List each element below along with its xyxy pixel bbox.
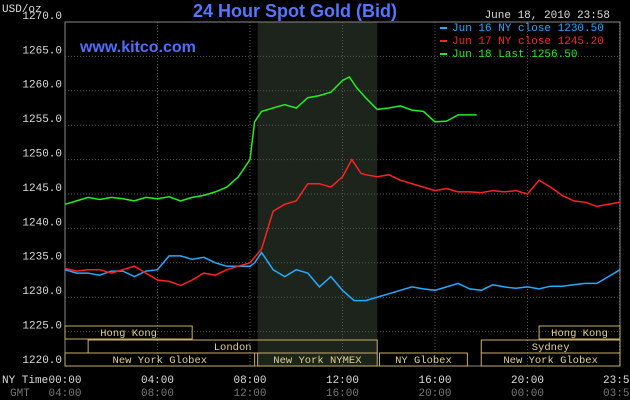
session-box bbox=[538, 325, 621, 340]
legend-label: Jun 16 NY close 1230.50 bbox=[452, 23, 604, 35]
x-tick-label: 04:00 bbox=[141, 375, 174, 387]
y-tick-label: 1245.0 bbox=[22, 183, 62, 195]
legend-label: Jun 17 NY close 1245.20 bbox=[452, 36, 604, 48]
chart-title: 24 Hour Spot Gold (Bid) bbox=[193, 1, 397, 21]
y-tick-label: 1265.0 bbox=[22, 45, 62, 57]
y-tick-label: 1240.0 bbox=[22, 217, 62, 229]
session-box bbox=[257, 352, 378, 367]
session-label: New York Globex bbox=[113, 355, 208, 367]
y-tick-label: 1225.0 bbox=[22, 321, 62, 333]
x2-tick-label: 16:00 bbox=[326, 388, 359, 400]
y-tick-label: 1270.0 bbox=[22, 11, 62, 23]
session-label: Hong Kong bbox=[100, 328, 157, 340]
site-label: www.kitco.com bbox=[79, 39, 196, 56]
x-tick-label: 08:00 bbox=[233, 375, 266, 387]
session-box bbox=[379, 352, 468, 367]
series-line bbox=[64, 76, 477, 206]
y-axis-label: USD/oz bbox=[2, 4, 42, 16]
y-tick-label: 1255.0 bbox=[22, 114, 62, 126]
x-tick-label: 20:00 bbox=[511, 375, 544, 387]
x2-tick-label: 03:59 bbox=[603, 388, 630, 400]
session-box bbox=[64, 325, 193, 340]
session-label: New York NYMEX bbox=[273, 355, 362, 367]
session-label: New York Globex bbox=[503, 355, 598, 367]
session-label: Hong Kong bbox=[551, 328, 608, 340]
x-tick-label: 23:59 bbox=[603, 375, 630, 387]
x2-tick-label: 04:00 bbox=[48, 388, 81, 400]
y-tick-label: 1250.0 bbox=[22, 149, 62, 161]
x-tick-label: 12:00 bbox=[326, 375, 359, 387]
x-axis-label: NY Time bbox=[2, 375, 48, 387]
x2-tick-label: 00:00 bbox=[511, 388, 544, 400]
y-tick-label: 1260.0 bbox=[22, 80, 62, 92]
series-line bbox=[64, 158, 621, 287]
session-label: NY Globex bbox=[395, 355, 452, 367]
y-tick-label: 1220.0 bbox=[22, 355, 62, 367]
x2-tick-label: 20:00 bbox=[418, 388, 451, 400]
x2-axis-label: GMT bbox=[10, 388, 30, 400]
y-tick-label: 1230.0 bbox=[22, 286, 62, 298]
y-tick-label: 1235.0 bbox=[22, 252, 62, 264]
series-line bbox=[64, 251, 621, 302]
legend-label: Jun 18 Last 1256.50 bbox=[452, 49, 577, 61]
session-box bbox=[64, 352, 256, 367]
x2-tick-label: 08:00 bbox=[141, 388, 174, 400]
session-label: Sydney bbox=[532, 342, 570, 354]
x2-tick-label: 12:00 bbox=[233, 388, 266, 400]
timestamp: June 18, 2010 23:58 bbox=[485, 10, 610, 22]
session-box bbox=[480, 352, 621, 367]
x-tick-label: 16:00 bbox=[418, 375, 451, 387]
x-tick-label: 00:00 bbox=[48, 375, 81, 387]
session-label: London bbox=[214, 342, 252, 354]
